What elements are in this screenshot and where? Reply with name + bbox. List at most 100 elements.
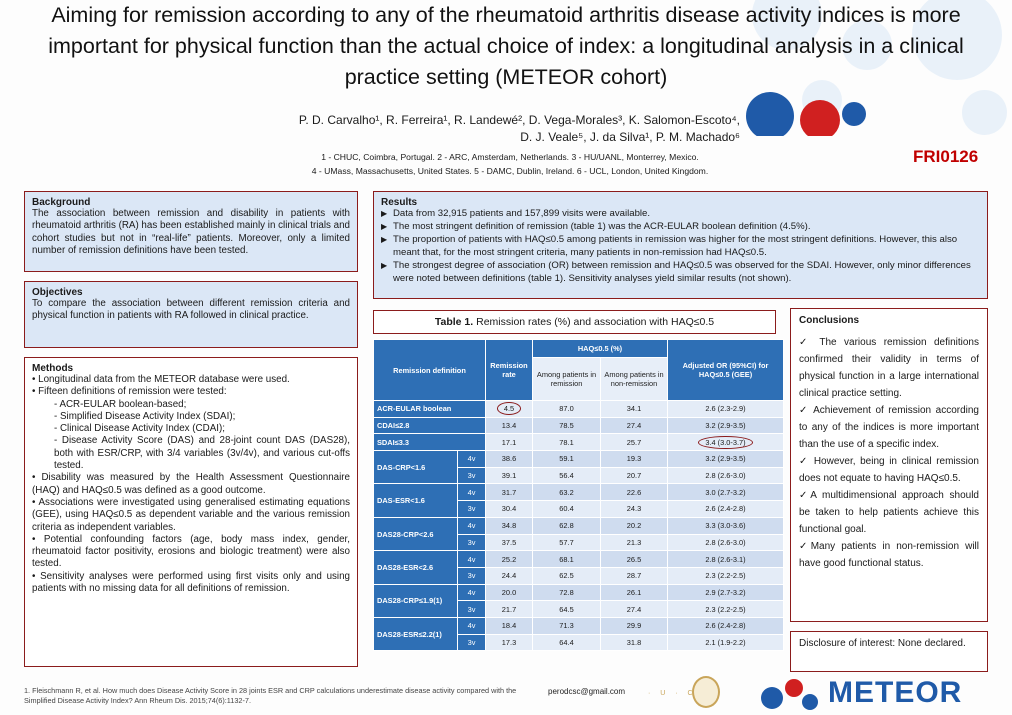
cell-among-remission: 60.4 — [532, 500, 601, 518]
cell-adjusted-or: 2.9 (2.7-3.2) — [667, 583, 784, 602]
cell-adjusted-or: 2.6 (2.4-2.8) — [667, 616, 784, 635]
cell-rate: 20.0 — [485, 583, 533, 602]
col-header-definition: Remission definition — [373, 339, 486, 401]
row-variables: 4v — [457, 550, 486, 568]
cell-rate: 17.3 — [485, 633, 533, 652]
conclusion-item: ✓Many patients in non-remission will hav… — [799, 541, 979, 569]
row-variables: 3v — [457, 500, 486, 518]
cell-rate-value: 17.1 — [501, 437, 517, 447]
cell-rate: 39.1 — [485, 466, 533, 485]
row-label: DAS28-CRP<2.6 — [373, 516, 458, 552]
cell-rate-value: 25.2 — [501, 554, 517, 564]
header-background-dots — [712, 0, 1012, 150]
cell-or-value: 2.6 (2.4-2.8) — [705, 504, 746, 514]
cell-among-remission: 72.8 — [532, 583, 601, 602]
contact-email[interactable]: perodcsc@gmail.com — [548, 687, 626, 696]
methods-heading: Methods — [32, 363, 74, 374]
bullet-triangle-icon: ▶ — [381, 234, 388, 244]
university-seal-icon — [692, 676, 720, 708]
cell-rate-value: 13.4 — [501, 421, 517, 431]
results-list: ▶ Data from 32,915 patients and 157,899 v… — [381, 208, 980, 285]
affiliations-line-1: 1 - CHUC, Coimbra, Portugal. 2 - ARC, Am… — [321, 152, 699, 162]
authors-line-1: P. D. Carvalho¹, R. Ferreira¹, R. Landew… — [298, 113, 740, 127]
cell-among-non-remission: 25.7 — [600, 433, 668, 452]
cell-rate-value: 38.6 — [501, 454, 517, 464]
cell-rate: 30.4 — [485, 500, 533, 518]
table-row: SDAI≤3.3 17.1 78.1 25.7 3.4 (3.0-3.7) — [373, 433, 784, 452]
cell-rate: 4.5 — [485, 400, 533, 418]
table-row: 3v 21.7 64.5 27.4 2.3 (2.2-2.5) — [374, 600, 784, 618]
cell-among-non-remission: 21.3 — [600, 533, 668, 552]
results-item-text: The most stringent definition of remissi… — [393, 220, 811, 232]
row-variables: 3v — [457, 633, 486, 652]
row-variables: 4v — [457, 583, 486, 602]
cell-among-non-remission: 19.3 — [600, 450, 668, 468]
conclusion-item: ✓ Achievement of remission according to … — [799, 405, 979, 450]
table-body: ACR-EULAR boolean 4.5 87.0 34.1 2.6 (2.3-2.9… — [373, 400, 784, 652]
cell-among-non-remission: 27.4 — [600, 416, 668, 435]
table-row: DAS28-ESR<2.6 4v 25.2 68.1 26.5 2.8 (2.6-3.1) — [373, 550, 784, 585]
methods-item: - Simplified Disease Activity Index (SDA… — [54, 410, 236, 422]
row-label: DAS-CRP<1.6 — [373, 450, 458, 485]
cell-or-value: 2.9 (2.7-3.2) — [705, 587, 746, 597]
cell-rate: 17.1 — [485, 433, 533, 452]
results-item: ▶ The proportion of patients with HAQ≤0.5… — [381, 234, 980, 260]
cell-adjusted-or: 3.3 (3.0-3.6) — [667, 516, 784, 535]
cell-among-remission: 56.4 — [532, 466, 601, 485]
cell-rate: 38.6 — [485, 450, 533, 468]
col-header-among-non-remission: Among patients in non-remission — [600, 357, 668, 401]
row-variables: 4v — [457, 616, 486, 635]
objectives-section: Objectives To compare the association be… — [24, 281, 358, 348]
row-label: DAS-ESR<1.6 — [373, 483, 458, 518]
cell-among-remission: 64.5 — [532, 600, 601, 618]
methods-item: - Clinical Disease Activity Index (CDAI)… — [54, 423, 225, 435]
cell-among-remission: 63.2 — [532, 483, 601, 502]
conclusions-list: ✓ The various remission definitions conf… — [799, 334, 979, 572]
cell-rate: 34.8 — [485, 516, 533, 535]
cell-adjusted-or: 2.3 (2.2-2.5) — [667, 566, 784, 585]
table-title-text: Remission rates (%) and association with… — [476, 316, 715, 328]
meteor-logo-text: METEOR — [828, 676, 963, 709]
cell-or-value: 2.8 (2.6-3.1) — [705, 554, 746, 564]
cell-or-value: 3.3 (3.0-3.6) — [705, 521, 746, 531]
cell-rate: 18.4 — [485, 616, 533, 635]
cell-adjusted-or: 3.2 (2.9-3.5) — [667, 416, 784, 435]
cell-among-remission: 78.1 — [532, 433, 601, 452]
row-variables: 3v — [457, 600, 486, 618]
affiliations-line-2: 4 - UMass, Massachusetts, United States.… — [311, 165, 709, 176]
table-row: 3v 39.1 56.4 20.7 2.8 (2.6-3.0) — [374, 466, 784, 485]
results-item: ▶ The most stringent definition of remiss… — [381, 221, 980, 234]
cell-among-remission: 59.1 — [532, 450, 601, 468]
table-row: DAS-CRP<1.6 4v 38.6 59.1 19.3 3.2 (2.9-3.5) — [373, 450, 784, 485]
cell-rate-value: 31.7 — [501, 487, 517, 497]
row-label: CDAI≤2.8 — [373, 416, 486, 435]
cell-among-non-remission: 29.9 — [600, 616, 668, 635]
cell-among-remission: 62.8 — [532, 516, 601, 535]
background-section: Background The association between remis… — [24, 191, 358, 272]
bullet-triangle-icon: ▶ — [381, 260, 388, 270]
methods-item: • Longitudinal data from the METEOR data… — [32, 374, 290, 385]
methods-item: - Disease Activity Score (DAS) and 28-jo… — [54, 435, 350, 472]
cell-adjusted-or: 3.4 (3.0-3.7) — [667, 433, 784, 452]
conclusion-item: ✓A multidimensional approach should be t… — [799, 490, 979, 535]
table-row: DAS28-CRP≤1.9(1) 4v 20.0 72.8 26.1 2.9 (2.7-3… — [373, 583, 784, 618]
row-label: DAS28-CRP≤1.9(1) — [373, 583, 458, 618]
methods-item: • Disability was measured by the Health … — [32, 472, 350, 496]
cell-rate-value: 37.5 — [501, 537, 517, 547]
cell-adjusted-or: 2.8 (2.6-3.0) — [667, 533, 784, 552]
cell-or-value: 2.8 (2.6-3.0) — [705, 471, 746, 481]
table-row: 3v 24.4 62.5 28.7 2.3 (2.2-2.5) — [374, 566, 784, 585]
cell-or-value: 3.2 (2.9-3.5) — [705, 454, 746, 464]
cell-among-non-remission: 34.1 — [600, 400, 668, 418]
row-label: SDAI≤3.3 — [373, 433, 486, 452]
cell-adjusted-or: 3.0 (2.7-3.2) — [667, 483, 784, 502]
header-logo-circles — [746, 92, 866, 136]
author-list: P. D. Carvalho¹, R. Ferreira¹, R. Landew… — [250, 112, 740, 146]
cell-or-value: 2.1 (1.9-2.2) — [705, 637, 746, 647]
table-title: Table 1. Remission rates (%) and associa… — [373, 310, 776, 334]
col-header-rate: Remission rate — [485, 339, 533, 401]
disclosure-text: Disclosure of interest: None declared. — [799, 638, 966, 649]
meteor-logo-icon — [761, 679, 818, 710]
table-row: CDAI≤2.8 13.4 78.5 27.4 3.2 (2.9-3.5) — [373, 416, 784, 435]
cell-rate: 37.5 — [485, 533, 533, 552]
